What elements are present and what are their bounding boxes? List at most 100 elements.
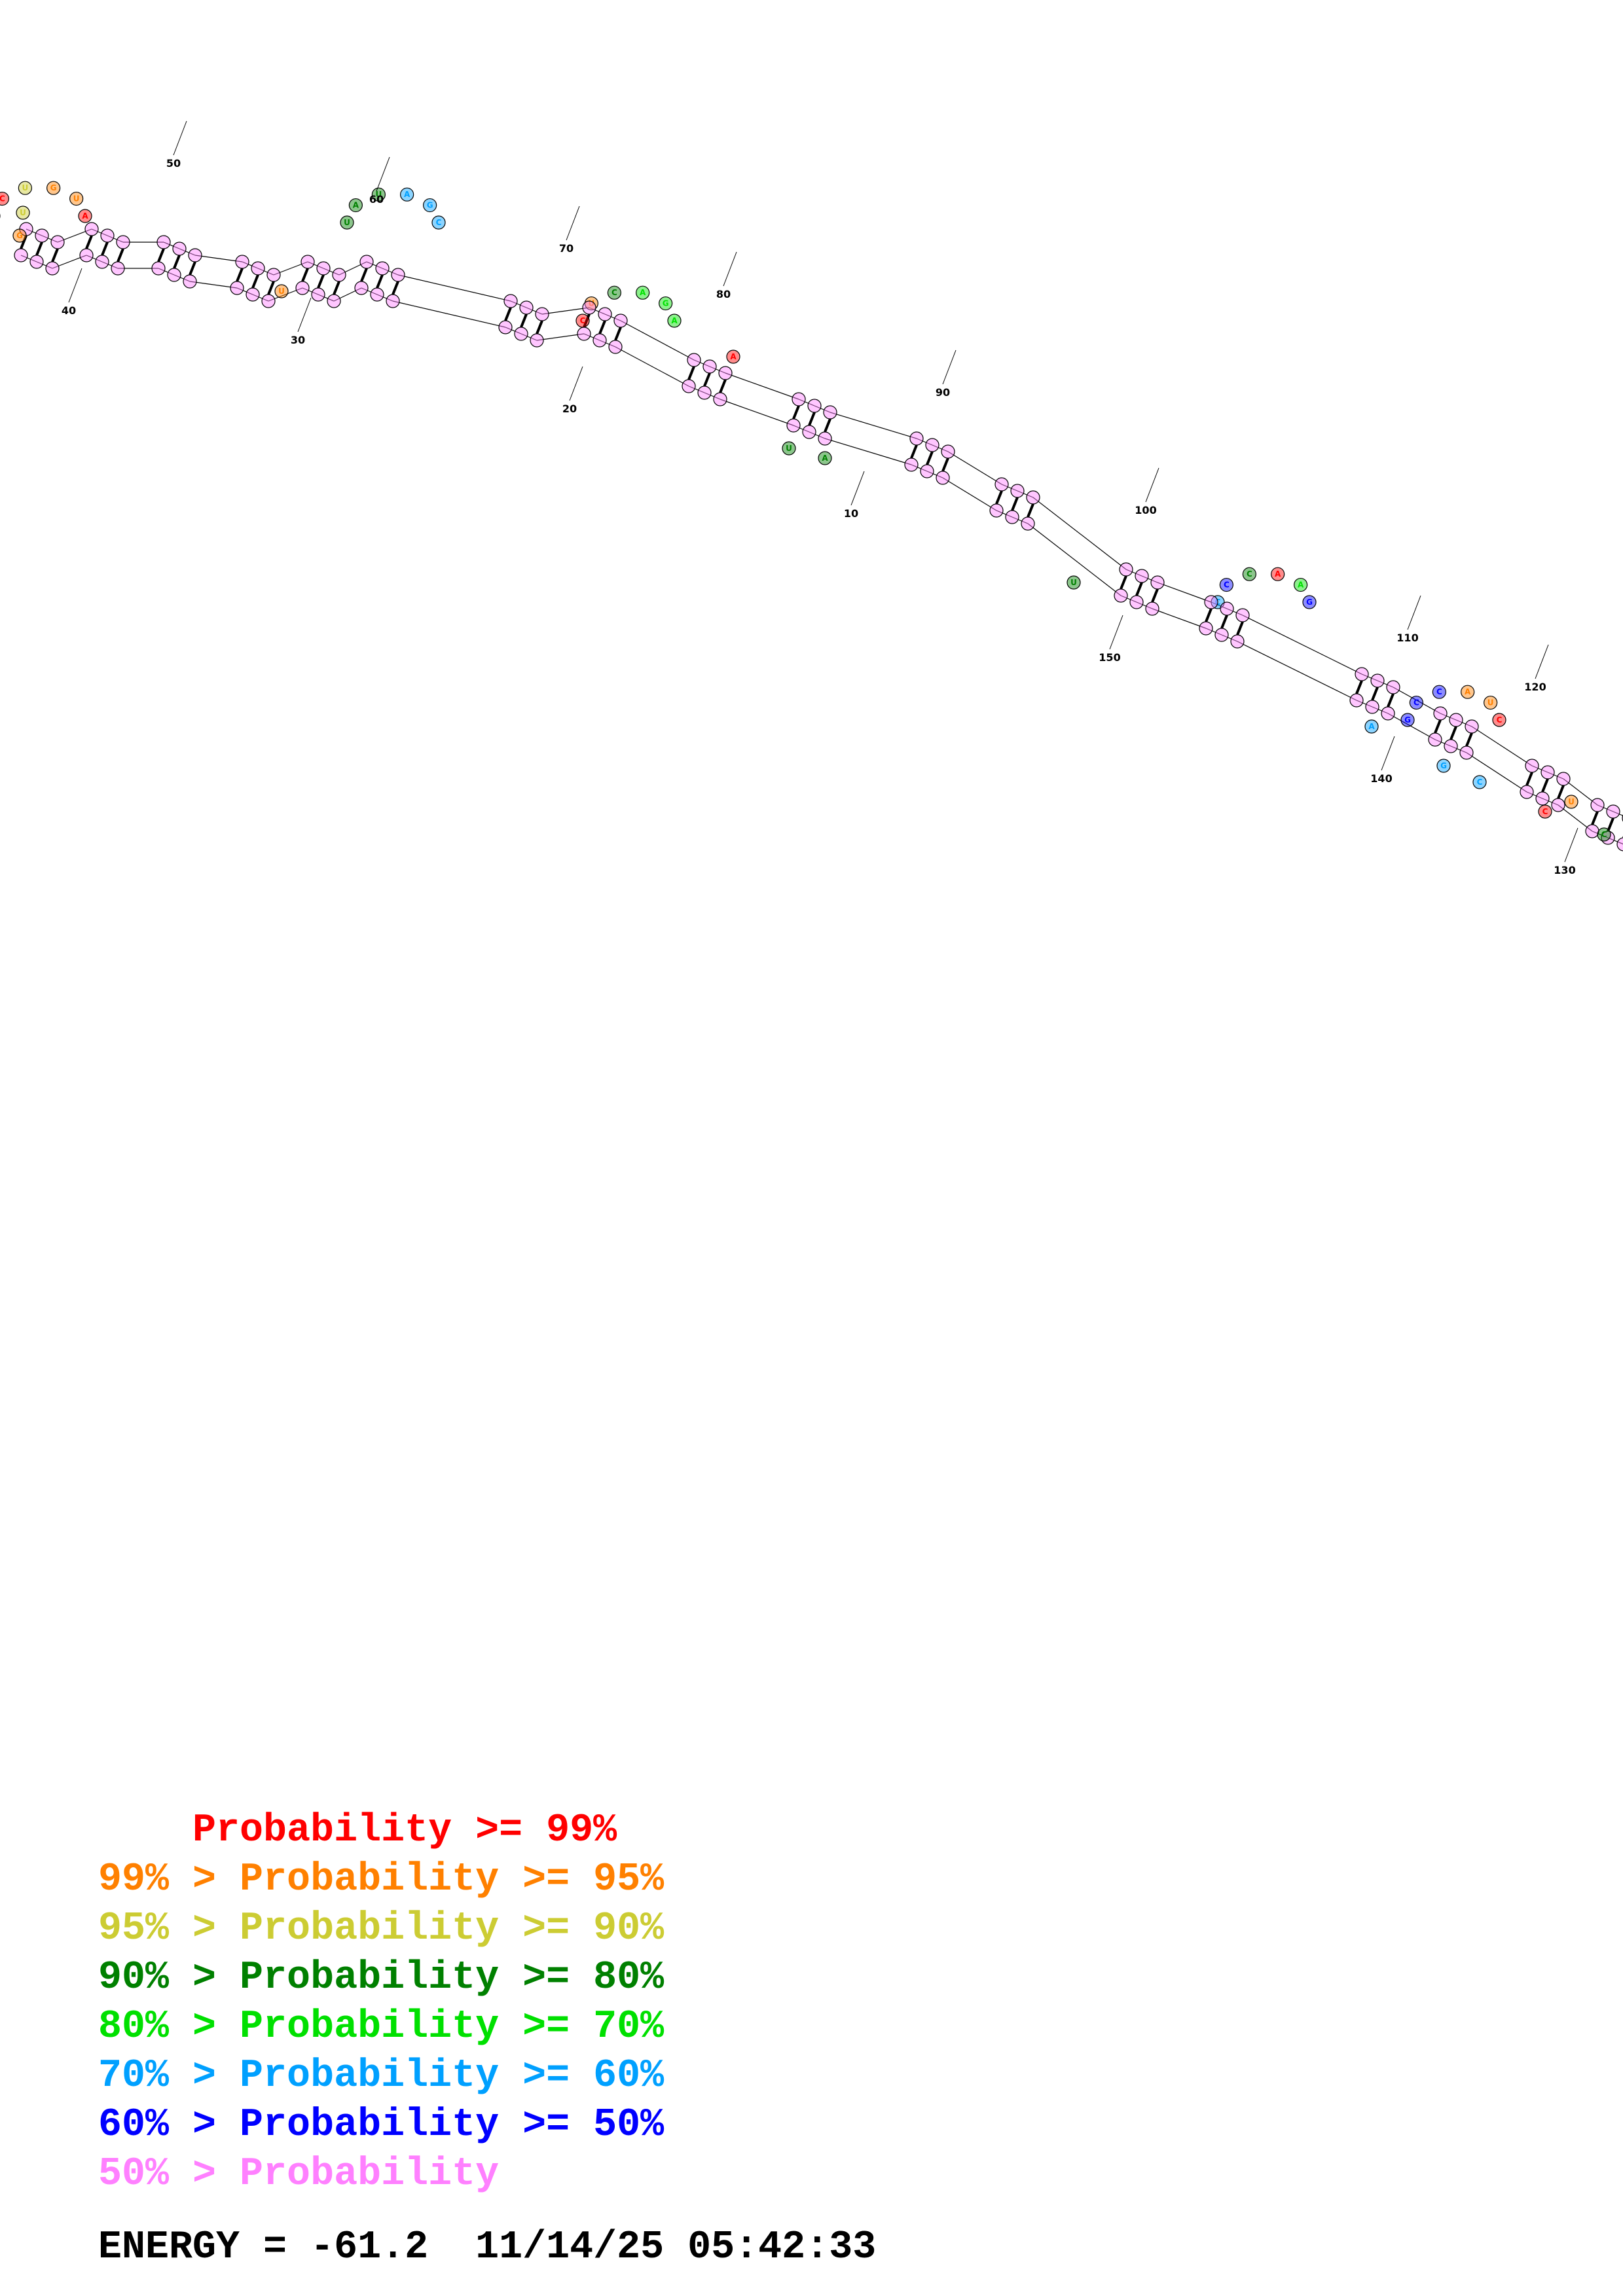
position-label: 120 [1524,681,1546,693]
nucleotide-node [802,425,816,439]
base-pair-line [35,242,43,256]
backbone-segment [604,314,621,321]
base-pair-line [51,248,59,262]
base-pair-line [251,274,259,289]
nucleotide-node [0,191,9,206]
legend-text: Probability >= 99% [192,1808,617,1853]
nucleotide-node [1219,577,1233,592]
nucleotide-node [327,294,341,308]
backbone-segment [1607,837,1623,845]
base-pair-line [1151,588,1159,603]
backbone-segment [101,261,119,269]
nucleotide-node [687,353,701,367]
nucleotide-node [1145,601,1159,616]
nucleotide-node [400,187,414,202]
nucleotide-node [156,235,171,249]
base-pair-line [926,451,934,465]
backbone-segment [268,287,303,302]
nucleotide-node [35,228,49,243]
nucleotide-node [1271,567,1285,581]
nucleotide-node [230,281,244,295]
nucleotide-node [1364,719,1379,734]
backbone-segment [1120,595,1137,603]
nucleotide-node [1606,804,1620,819]
nucleotide-node [151,261,166,276]
nucleotide-node [498,320,513,334]
nucleotide-node [1381,706,1395,721]
nucleotide-node [386,294,400,308]
backbone-segment [720,399,794,426]
base-pair-line [392,281,399,295]
base-pair-line [614,327,622,341]
position-label: 100 [1135,504,1156,516]
base-pair-line [1541,778,1549,793]
base-pair-line [1591,811,1599,825]
base-pair-line [719,379,727,393]
base-pair-lines [20,235,1623,838]
nucleotide-node [1436,759,1451,773]
backbone-segment [323,268,340,276]
base-pair-line [1355,680,1363,694]
backbone-segment [996,510,1013,518]
nucleotide-node [371,187,386,202]
nucleotide-letter: A [353,201,359,210]
nucleotide-node [1150,575,1165,590]
energy-label: ENERGY = [98,2225,311,2270]
backbone-segment [1450,745,1467,753]
backbone-segment [1017,490,1034,498]
nucleotide-node [989,503,1004,518]
nucleotide-node [1444,739,1458,753]
backbone-segment [589,307,606,315]
backbone-segment [541,307,590,315]
backbone-segment [709,366,726,374]
position-tick [1535,644,1549,679]
position-tick [173,120,187,156]
nucleotide-node [391,268,405,282]
base-pair-line [157,248,165,262]
nucleotide-node [167,268,181,282]
probability-legend: Probability >= 99% 99% > Probability >= 9… [98,1806,1080,2199]
nucleotide-node [50,235,65,249]
nucleotide-node [1459,745,1474,760]
backbone-segment [397,274,511,302]
backbone-segment [1032,497,1127,570]
nucleotide-node [593,333,607,348]
backbone-segment [911,464,928,472]
legend-prefix: 70% > [98,2054,240,2098]
nucleotide-letter: A [822,454,828,463]
nucleotide-letter: G [663,299,669,308]
nucleotide-node [726,350,740,364]
base-pair-line [1011,497,1019,511]
base-pair-line [85,235,93,249]
nucleotide-node [1129,595,1144,609]
backbone-segment [1136,601,1153,609]
energy-value: -61.2 [310,2225,429,2270]
nucleotide-node [1616,837,1623,852]
backbone-segment [1455,719,1472,727]
backbone-segment [1001,484,1018,492]
base-pair-line [1220,615,1228,629]
nucleotide-letter: U [1487,698,1494,708]
nucleotide-node [1484,695,1498,710]
nucleotide-node [261,294,276,308]
nucleotide-node [718,366,733,380]
base-pair-line [1027,503,1034,518]
nucleotide-node [423,198,437,213]
backbone-segment [1242,615,1362,675]
base-pair-line [1120,575,1127,590]
nucleotide-node [782,441,796,456]
nucleotide-node [1067,575,1081,590]
legend-text: Probability >= 60% [240,2054,665,2098]
nucleotide-letter: A [82,211,88,221]
nucleotide-node [45,261,60,276]
backbone-segment [1393,687,1441,714]
nucleotide-letter: C [0,194,5,204]
position-tick [1381,736,1395,771]
nucleotide-letter: C [611,288,617,297]
nucleotide-letter: C [1542,807,1548,816]
backbone-segment [1221,634,1238,642]
nucleotide-letter: G [50,183,57,192]
base-pair-line [317,274,325,289]
nucleotide-letter: A [730,352,737,361]
legend-prefix: 80% > [98,2005,240,2049]
